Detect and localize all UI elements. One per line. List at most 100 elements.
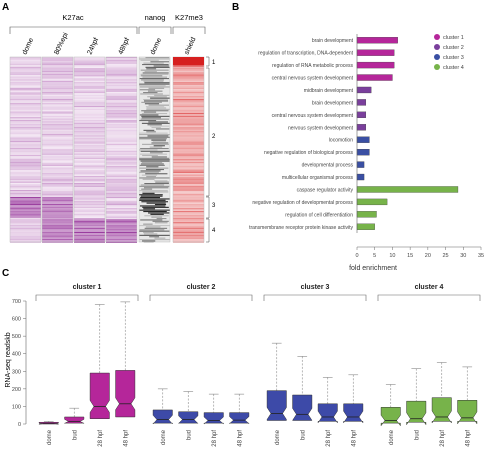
heatmap-row bbox=[10, 163, 41, 165]
heatmap-row bbox=[106, 166, 137, 168]
heatmap-row bbox=[74, 108, 105, 110]
box-y-tick-label: 400 bbox=[12, 352, 21, 358]
heatmap-column-border bbox=[105, 56, 138, 243]
box-category-label: 48 hpf bbox=[351, 430, 357, 447]
box-category-label: 48 hpf bbox=[237, 430, 243, 447]
heatmap-row bbox=[42, 148, 73, 149]
heatmap-row bbox=[10, 75, 41, 76]
heatmap-col-48hpf: 48hpf bbox=[117, 37, 131, 56]
heatmap-row bbox=[140, 160, 170, 162]
box-y-tick-label: 100 bbox=[12, 404, 21, 410]
heatmap-row bbox=[74, 236, 105, 238]
heatmap-row bbox=[10, 150, 41, 152]
heatmap-row bbox=[173, 103, 204, 105]
heatmap-row bbox=[74, 227, 105, 229]
heatmap-row bbox=[106, 157, 137, 159]
heatmap-row bbox=[74, 134, 105, 136]
heatmap-group-k27me3: K27me3 bbox=[175, 13, 203, 22]
box bbox=[292, 394, 313, 421]
heatmap-row bbox=[42, 72, 73, 74]
heatmap-row bbox=[106, 190, 137, 192]
heatmap-row bbox=[10, 156, 41, 158]
heatmap-column-bg bbox=[74, 57, 105, 242]
heatmap-row bbox=[106, 200, 137, 201]
heatmap-row bbox=[74, 121, 105, 123]
heatmap-row bbox=[10, 127, 41, 129]
bar bbox=[356, 74, 393, 81]
heatmap-row bbox=[42, 171, 73, 173]
heatmap-row bbox=[173, 164, 204, 166]
heatmap-row bbox=[106, 176, 137, 178]
heatmap-row bbox=[173, 176, 204, 178]
heatmap-row bbox=[10, 139, 41, 141]
heatmap-row bbox=[106, 148, 137, 150]
heatmap-row bbox=[173, 131, 204, 133]
heatmap-row bbox=[145, 173, 168, 175]
heatmap-row bbox=[173, 155, 204, 157]
bar-x-tick-label: 20 bbox=[425, 253, 431, 259]
heatmap-row bbox=[42, 107, 73, 109]
heatmap-row bbox=[10, 197, 41, 199]
box bbox=[380, 407, 401, 427]
heatmap-row bbox=[106, 93, 137, 95]
heatmap-row bbox=[10, 173, 41, 175]
rna-seq-boxplot: 0 100 200 300 400 500 600 700 cluster 1 dome bud 28… bbox=[12, 284, 481, 447]
heatmap-row bbox=[106, 202, 137, 204]
heatmap-row bbox=[42, 135, 73, 137]
bar bbox=[356, 49, 395, 56]
heatmap-row bbox=[10, 87, 41, 89]
heatmap-row bbox=[10, 166, 41, 168]
heatmap-row bbox=[148, 121, 168, 123]
heatmap-row bbox=[147, 124, 162, 126]
heatmap-row bbox=[74, 149, 105, 151]
heatmap-row bbox=[153, 65, 169, 67]
heatmap-row bbox=[106, 119, 137, 120]
heatmap-row bbox=[150, 213, 164, 215]
heatmap-row bbox=[42, 205, 73, 207]
heatmap-row bbox=[106, 122, 137, 124]
heatmap-row bbox=[10, 206, 41, 208]
heatmap-row bbox=[10, 100, 41, 102]
heatmap-row bbox=[173, 162, 204, 164]
heatmap-column-bg bbox=[106, 57, 137, 242]
heatmap-row bbox=[106, 107, 137, 109]
heatmap-col-dome: dome bbox=[21, 37, 35, 56]
heatmap-row bbox=[74, 71, 105, 73]
heatmap-row bbox=[74, 197, 105, 199]
heatmap-row bbox=[42, 120, 73, 122]
heatmap-row bbox=[74, 87, 105, 89]
heatmap-row bbox=[154, 204, 167, 206]
heatmap-row bbox=[10, 121, 41, 123]
heatmap-row bbox=[74, 111, 105, 113]
heatmap-row bbox=[10, 103, 41, 105]
heatmap-row bbox=[10, 99, 41, 101]
heatmap-row bbox=[42, 155, 73, 157]
heatmap-row bbox=[141, 201, 169, 203]
heatmap-row bbox=[106, 86, 137, 88]
heatmap-row bbox=[42, 152, 73, 154]
heatmap-row bbox=[173, 128, 204, 130]
heatmap-row bbox=[10, 117, 41, 119]
heatmap-row bbox=[106, 225, 137, 227]
heatmap-row bbox=[173, 114, 204, 116]
heatmap-row bbox=[173, 153, 204, 155]
heatmap-row bbox=[106, 197, 137, 199]
heatmap-row bbox=[141, 162, 163, 164]
heatmap-row bbox=[173, 237, 204, 239]
box-category-label: 48 hpf bbox=[465, 430, 471, 447]
heatmap-row bbox=[74, 218, 105, 220]
heatmap-row bbox=[106, 226, 137, 228]
heatmap-row bbox=[42, 57, 73, 59]
bar bbox=[356, 111, 367, 118]
heatmap-row bbox=[139, 58, 170, 60]
heatmap-row bbox=[42, 159, 73, 161]
heatmap-row bbox=[173, 111, 204, 113]
heatmap-row bbox=[106, 136, 137, 138]
heatmap-row bbox=[10, 226, 41, 228]
heatmap-row bbox=[173, 86, 204, 88]
heatmap-row bbox=[74, 99, 105, 100]
heatmap-row bbox=[42, 167, 73, 169]
box-group-bracket bbox=[377, 294, 481, 301]
bar-category-label: locomotion bbox=[329, 138, 353, 144]
heatmap-row bbox=[10, 65, 41, 66]
